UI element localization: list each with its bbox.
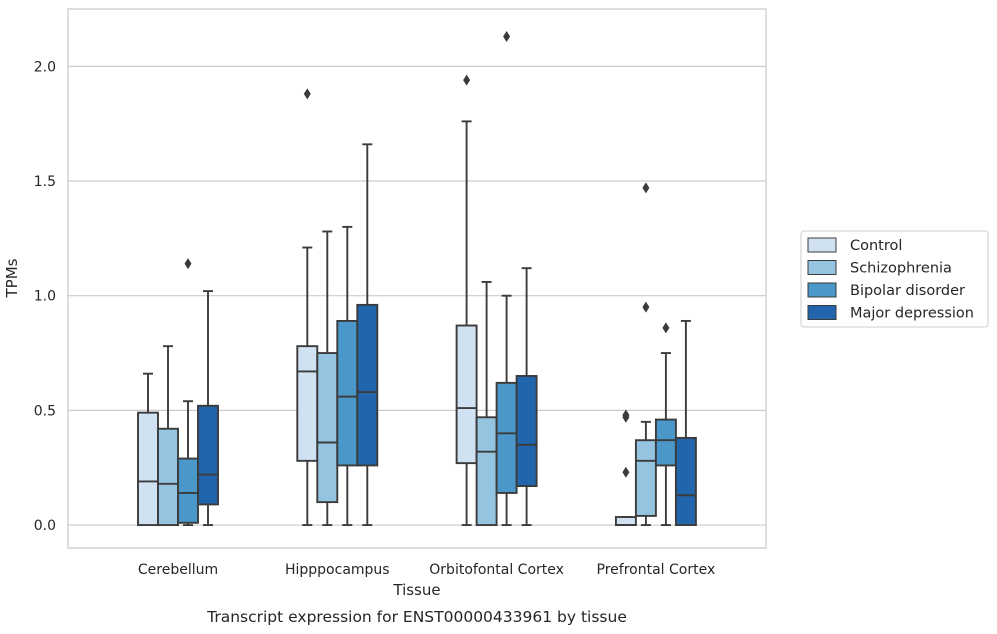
y-axis-ticks: 0.0 0.5 1.0 1.5 2.0 bbox=[34, 59, 56, 534]
y-tick-label: 1.5 bbox=[34, 174, 56, 190]
chart-caption: Transcript expression for ENST0000043396… bbox=[206, 608, 627, 626]
iqr-box bbox=[197, 404, 219, 506]
iqr-box bbox=[674, 436, 697, 527]
y-tick-label: 0.0 bbox=[34, 518, 56, 534]
legend-swatch bbox=[807, 305, 837, 320]
iqr-box bbox=[137, 411, 159, 527]
boxes bbox=[137, 31, 697, 527]
outlier-point bbox=[622, 466, 630, 478]
y-tick-label: 0.5 bbox=[34, 403, 56, 419]
legend-swatch bbox=[807, 237, 837, 253]
legend: Control Schizophrenia Bipolar disorder Majo… bbox=[800, 230, 989, 328]
box-bipolar-disorder-0 bbox=[177, 258, 199, 527]
y-tick-label: 2.0 bbox=[34, 59, 56, 75]
x-tick-label: Cerebellum bbox=[138, 562, 218, 578]
iqr-box bbox=[634, 439, 657, 517]
outlier-point bbox=[463, 74, 471, 86]
iqr-box bbox=[495, 381, 518, 494]
box-control-2 bbox=[455, 74, 478, 527]
iqr-box bbox=[296, 345, 319, 462]
outlier-point bbox=[642, 301, 650, 313]
outlier-point bbox=[184, 258, 192, 270]
legend-label: Major depression bbox=[850, 306, 974, 322]
iqr-box bbox=[336, 319, 359, 467]
box-bipolar-disorder-1 bbox=[336, 225, 359, 527]
legend-swatch bbox=[807, 260, 837, 275]
outlier-point bbox=[503, 31, 511, 43]
outlier-point bbox=[622, 409, 630, 421]
iqr-box bbox=[177, 457, 199, 524]
outlier-point bbox=[642, 182, 650, 194]
box-schizophrenia-2 bbox=[475, 280, 498, 527]
box-schizophrenia-3 bbox=[634, 182, 657, 527]
iqr-box bbox=[614, 516, 637, 527]
iqr-box bbox=[356, 303, 379, 467]
legend-label: Bipolar disorder bbox=[850, 283, 965, 299]
iqr-box bbox=[157, 427, 179, 527]
legend-swatch bbox=[807, 282, 837, 298]
box-control-3 bbox=[614, 409, 637, 527]
y-axis-label: TPMs bbox=[3, 258, 21, 298]
iqr-box bbox=[654, 418, 677, 467]
box-major-depression-3 bbox=[674, 319, 697, 527]
box-bipolar-disorder-3 bbox=[654, 322, 677, 527]
box-control-1 bbox=[296, 88, 319, 527]
x-tick-label: Prefrontal Cortex bbox=[597, 562, 716, 578]
outlier-point bbox=[303, 88, 311, 100]
legend-label: Schizophrenia bbox=[850, 261, 952, 277]
box-major-depression-0 bbox=[197, 290, 219, 527]
plot-area bbox=[67, 8, 767, 549]
x-axis-ticks: Cerebellum Hipppocampus Orbitofontal Corte… bbox=[138, 562, 715, 578]
box-schizophrenia-1 bbox=[316, 230, 339, 527]
box-major-depression-2 bbox=[515, 267, 538, 527]
outlier-point bbox=[662, 322, 670, 334]
iqr-box bbox=[455, 324, 478, 465]
box-schizophrenia-0 bbox=[157, 345, 179, 527]
iqr-box bbox=[316, 352, 339, 504]
legend-frame bbox=[800, 230, 989, 328]
y-tick-label: 1.0 bbox=[34, 289, 56, 305]
box-major-depression-1 bbox=[356, 143, 379, 527]
legend-label: Control bbox=[850, 238, 902, 254]
box-bipolar-disorder-2 bbox=[495, 31, 518, 527]
x-tick-label: Hipppocampus bbox=[285, 562, 390, 578]
x-axis-label: Tissue bbox=[392, 581, 440, 599]
iqr-box bbox=[475, 416, 498, 527]
box-control-0 bbox=[137, 372, 159, 527]
x-tick-label: Orbitofontal Cortex bbox=[429, 562, 564, 578]
iqr-box bbox=[515, 375, 538, 488]
